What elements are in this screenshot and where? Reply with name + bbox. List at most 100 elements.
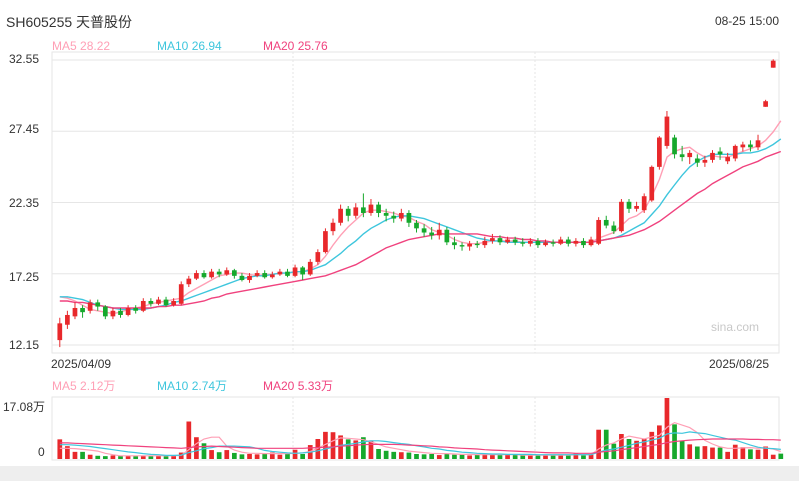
candle-body <box>65 314 70 325</box>
volume-bar <box>72 451 78 459</box>
candle-body <box>725 157 731 162</box>
volume-ma5-value: 2.12万 <box>80 379 116 393</box>
volume-bar <box>391 451 397 459</box>
candle-body <box>596 219 602 244</box>
volume-bar <box>383 450 389 459</box>
candle-body <box>740 144 746 148</box>
candle-body <box>262 273 268 278</box>
price-ma5-label: MA5 <box>52 39 77 53</box>
candle-body <box>406 212 412 223</box>
candle-body <box>398 212 404 219</box>
candle-body <box>247 275 252 281</box>
volume-bar <box>247 454 252 459</box>
candle-body <box>748 144 753 148</box>
volume-bar <box>87 454 93 459</box>
candle-body <box>732 145 738 159</box>
volume-bar <box>558 455 564 459</box>
volume-bar <box>527 455 533 459</box>
candle-body <box>80 307 85 313</box>
volume-bar <box>596 429 602 459</box>
volume-bar <box>285 453 290 459</box>
volume-ma20-value: 5.33万 <box>297 379 334 393</box>
candle-body <box>231 270 237 276</box>
volume-bar <box>565 455 571 459</box>
candle-body <box>603 219 609 226</box>
candle-body <box>755 140 761 148</box>
candle-body <box>634 205 639 209</box>
volume-bar <box>467 455 472 459</box>
volume-ma5-label: MA5 <box>52 379 77 393</box>
volume-bar <box>535 455 541 459</box>
candle-body <box>588 239 594 246</box>
volume-bar <box>740 447 746 459</box>
x-tick-end: 2025/08/25 <box>709 357 770 371</box>
volume-bar <box>459 454 465 459</box>
candle-body <box>163 299 169 306</box>
volume-bar <box>110 455 116 459</box>
volume-bar <box>505 454 510 459</box>
candle-body <box>201 273 207 278</box>
candle-body <box>444 229 450 243</box>
volume-bar <box>292 449 298 459</box>
candle-body <box>254 273 260 276</box>
volume-bar <box>694 446 700 459</box>
volume-ma5-legend: MA5 2.12万 <box>52 377 115 394</box>
volume-bar <box>125 455 131 459</box>
volume-bar <box>209 450 214 459</box>
candle-body <box>436 229 442 236</box>
volume-bar <box>581 455 586 459</box>
volume-bar <box>687 444 693 459</box>
candle-body <box>573 240 579 244</box>
volume-ma10-legend: MA10 2.74万 <box>157 377 227 394</box>
candle-body <box>95 302 101 307</box>
volume-bar <box>353 440 359 459</box>
volume-bar <box>315 439 321 459</box>
candle-body <box>171 300 176 306</box>
volume-ma20-line <box>59 438 781 454</box>
volume-bar <box>414 454 419 459</box>
candle-body <box>178 284 184 304</box>
price-ma10-value: 26.94 <box>191 39 222 53</box>
volume-bar <box>186 421 192 459</box>
candle-body <box>307 261 313 275</box>
price-ma20-line <box>59 150 782 309</box>
candle-body <box>770 60 776 68</box>
volume-bar <box>732 444 738 459</box>
volume-bar <box>80 451 85 459</box>
volume-bar <box>641 438 647 459</box>
volume-bar <box>140 455 146 459</box>
candle-body <box>338 208 343 223</box>
volume-bar <box>490 454 495 459</box>
candle-body <box>269 274 275 278</box>
candle-body <box>702 159 708 163</box>
volume-bar <box>482 453 488 459</box>
candle-body <box>717 151 723 155</box>
price-ma20-legend: MA20 25.76 <box>263 39 328 53</box>
volume-bar <box>619 434 624 459</box>
candle-body <box>391 215 397 219</box>
volume-bar <box>679 440 685 459</box>
volume-bar <box>254 454 260 459</box>
candle-body <box>649 166 655 201</box>
volume-bar <box>163 456 169 459</box>
candle-body <box>527 240 533 244</box>
volume-bar <box>345 439 351 459</box>
candle-body <box>368 204 374 213</box>
volume-bar <box>118 456 123 459</box>
candle-body <box>72 307 78 317</box>
volume-bar <box>421 454 427 459</box>
volume-bar <box>361 437 366 459</box>
volume-bar <box>201 443 207 459</box>
price-y-tick: 32.55 <box>9 52 40 66</box>
candle-body <box>474 243 480 246</box>
volume-bar <box>474 454 480 459</box>
price-ma5-value: 28.22 <box>80 39 111 53</box>
candle-body <box>194 273 199 279</box>
candle-body <box>133 307 139 311</box>
volume-bar <box>368 440 374 459</box>
candle-body <box>216 271 222 275</box>
price-ma10-label: MA10 <box>157 39 189 53</box>
candle-body <box>657 137 662 167</box>
volume-bar <box>95 455 101 459</box>
